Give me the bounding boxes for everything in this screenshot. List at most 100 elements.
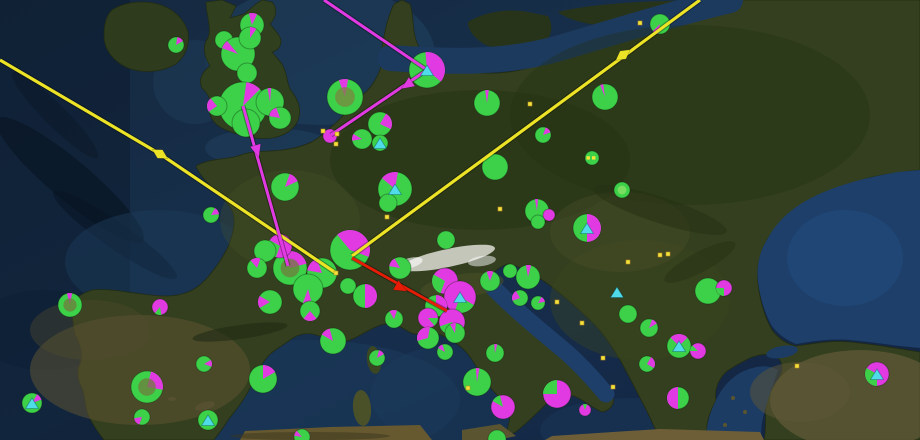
black-sea <box>757 170 920 348</box>
link-line[interactable] <box>0 57 338 276</box>
pie-marker[interactable] <box>326 78 364 116</box>
pie-marker[interactable] <box>202 206 220 224</box>
pie-marker[interactable] <box>542 208 556 222</box>
pie-wedge <box>438 344 445 352</box>
pie-wedge <box>207 98 217 112</box>
pie-marker[interactable] <box>352 283 378 309</box>
pie-marker[interactable] <box>299 300 321 322</box>
pie-marker[interactable] <box>248 364 278 394</box>
pie-marker[interactable] <box>151 298 169 316</box>
pie-marker[interactable] <box>368 349 386 367</box>
alert-triangle-icon <box>372 137 388 149</box>
pie-marker[interactable] <box>666 386 690 410</box>
pie-wedge <box>380 113 392 130</box>
pie-marker[interactable] <box>502 263 518 279</box>
pie-marker[interactable] <box>542 379 572 409</box>
pie-wedge <box>204 360 212 367</box>
pie-wedge <box>538 296 545 303</box>
link-line[interactable] <box>329 67 429 138</box>
landmass-scandinavia <box>468 10 552 50</box>
pie-marker[interactable] <box>195 355 213 373</box>
status-dot <box>497 206 503 212</box>
pie-marker[interactable] <box>578 403 592 417</box>
pie-wedge <box>864 368 877 386</box>
pie-marker[interactable] <box>524 198 550 224</box>
pie-marker[interactable] <box>57 292 83 318</box>
pie-marker[interactable] <box>689 342 707 360</box>
pie-marker[interactable] <box>473 89 501 117</box>
pie-wedge <box>475 368 480 382</box>
pie-wedge <box>582 404 588 410</box>
pie-marker[interactable] <box>485 343 505 363</box>
pie-marker[interactable] <box>133 408 151 426</box>
landmass-ireland <box>103 1 189 72</box>
pie-marker[interactable] <box>384 309 404 329</box>
pie-marker[interactable] <box>238 26 262 50</box>
status-dot <box>333 141 339 147</box>
pie-marker[interactable] <box>351 128 373 150</box>
link-arrow-icon <box>400 76 416 90</box>
pie-marker[interactable] <box>487 429 507 440</box>
pie-marker[interactable] <box>246 257 268 279</box>
link-line[interactable] <box>322 0 429 73</box>
pie-marker[interactable] <box>479 270 501 292</box>
pie-wedge <box>365 284 377 308</box>
pie-marker[interactable] <box>268 106 292 130</box>
pie-wedge <box>485 89 489 103</box>
pie-marker[interactable] <box>130 370 164 404</box>
pie-marker[interactable] <box>231 108 261 138</box>
link-line[interactable] <box>240 105 291 267</box>
pie-marker[interactable] <box>270 172 300 202</box>
pie-marker[interactable] <box>490 394 516 420</box>
pie-marker[interactable] <box>534 126 552 144</box>
status-dot <box>794 363 800 369</box>
pie-wedge <box>494 344 498 353</box>
pie-marker[interactable] <box>618 304 638 324</box>
pie-marker[interactable] <box>436 230 456 250</box>
pie-marker[interactable] <box>444 322 466 344</box>
status-dot <box>384 214 390 220</box>
pie-marker[interactable] <box>639 318 659 338</box>
pie-marker[interactable] <box>293 428 311 440</box>
pie-marker[interactable] <box>167 36 185 54</box>
pie-wedge <box>525 265 532 277</box>
pie-marker[interactable] <box>292 273 324 305</box>
pie-marker[interactable] <box>236 62 258 84</box>
pie-marker[interactable] <box>530 214 546 230</box>
pie-marker[interactable] <box>481 153 509 181</box>
pie-marker[interactable] <box>339 277 357 295</box>
pie-marker[interactable] <box>416 326 440 350</box>
pie-marker[interactable] <box>257 289 283 315</box>
link-line[interactable] <box>350 0 702 259</box>
pie-marker[interactable] <box>530 295 546 311</box>
status-dot <box>320 128 326 134</box>
pie-marker[interactable] <box>378 193 398 213</box>
pie-marker[interactable] <box>511 289 529 307</box>
pie-marker[interactable] <box>591 83 619 111</box>
pie-wedge <box>543 127 551 135</box>
alert-triangle-icon <box>24 397 40 409</box>
pie-wedge <box>250 27 257 38</box>
link-line[interactable] <box>350 255 449 314</box>
pie-wedge <box>250 258 261 268</box>
pie-marker[interactable] <box>388 256 412 280</box>
pie-marker[interactable] <box>584 150 600 166</box>
pie-wedge <box>417 327 430 341</box>
pie-marker[interactable] <box>206 95 228 117</box>
pie-wedge <box>294 430 302 437</box>
pie-wedge <box>450 323 456 333</box>
pie-marker[interactable] <box>417 307 439 329</box>
pie-wedge <box>647 357 656 368</box>
pie-marker[interactable] <box>613 181 631 199</box>
pie-wedge <box>512 291 520 301</box>
pie-marker[interactable] <box>638 355 656 373</box>
pie-marker[interactable] <box>367 111 393 137</box>
status-dot <box>610 384 616 390</box>
pie-marker[interactable] <box>462 367 492 397</box>
pie-marker[interactable] <box>515 264 541 290</box>
status-dot <box>657 252 663 258</box>
pie-marker[interactable] <box>319 327 347 355</box>
pie-marker[interactable] <box>715 279 733 297</box>
pie-marker[interactable] <box>436 343 454 361</box>
